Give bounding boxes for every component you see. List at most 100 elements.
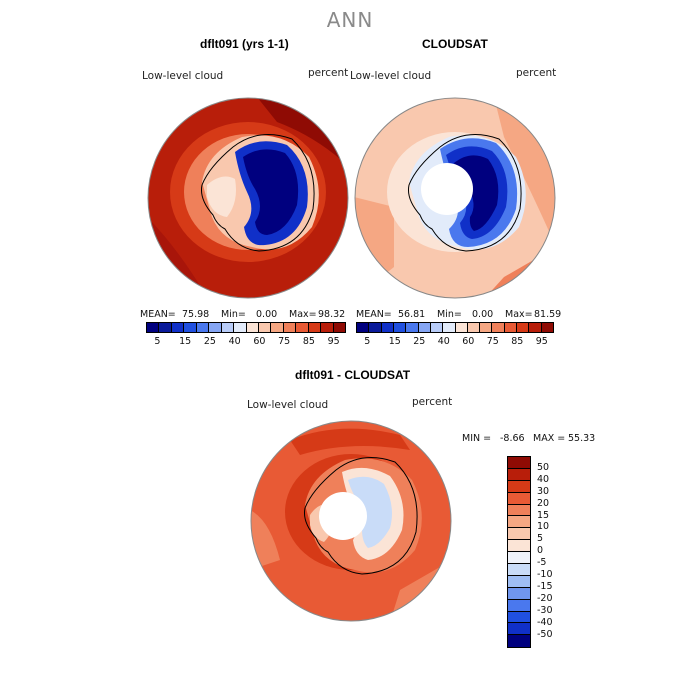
colorbar-swatch [321,323,334,332]
colorbar-tick-label: 40 [437,336,450,347]
model-variable-label: Low-level cloud [142,70,224,82]
colorbar-swatch [508,457,530,469]
colorbar-swatch [508,575,530,588]
colorbar-swatch [147,323,160,332]
obs-mean-label: MEAN= [356,309,392,320]
colorbar-tick-label: 95 [535,336,548,347]
colorbar-swatch [443,323,456,332]
colorbar-tick-label: -5 [537,557,547,569]
colorbar-swatch [196,323,210,332]
obs-min-value: 0.00 [472,309,494,320]
colorbar-swatch [430,323,444,332]
diff-max-label: MAX = [533,433,566,444]
diff-variable-label: Low-level cloud [247,399,329,411]
colorbar-tick-label: 30 [537,485,550,497]
colorbar-swatch [508,468,530,481]
obs-max-label: Max= [505,309,533,320]
colorbar-swatch [508,492,530,505]
colorbar-tick-label: -30 [537,604,553,616]
colorbar-tick-label: 50 [537,461,550,473]
colorbar-tick-label: 40 [228,336,241,347]
colorbar-swatch [381,323,394,332]
colorbar-swatch [283,323,297,332]
colorbar-swatch [171,323,185,332]
colorbar-swatch [246,323,259,332]
model-mean-value: 75.98 [182,309,210,320]
colorbar-swatch [406,323,419,332]
colorbar-swatch [184,323,197,332]
colorbar-swatch [508,528,530,541]
colorbar-swatch [508,480,530,493]
model-units-label: percent [308,67,349,79]
obs-colorbar [356,322,554,333]
colorbar-tick-label: 5 [364,336,371,347]
obs-min-label: Min= [437,309,462,320]
model-min-value: 0.00 [256,309,278,320]
obs-variable-label: Low-level cloud [350,70,432,82]
colorbar-swatch [517,323,530,332]
colorbar-tick-label: 5 [154,336,161,347]
colorbar-tick-label: 85 [302,336,315,347]
colorbar-swatch [209,323,222,332]
colorbar-swatch [296,323,309,332]
colorbar-tick-label: 20 [537,497,550,509]
obs-map [354,97,556,299]
colorbar-swatch [369,323,382,332]
colorbar-swatch [467,323,481,332]
colorbar-swatch [504,323,518,332]
model-colorbar [146,322,346,333]
colorbar-swatch [508,516,530,529]
colorbar-swatch [159,323,172,332]
colorbar-tick-label: 40 [537,473,550,485]
model-mean-label: MEAN= [140,309,176,320]
diff-panel-title: dflt091 - CLOUDSAT [295,368,411,382]
colorbar-tick-label: 60 [462,336,475,347]
colorbar-swatch [308,323,322,332]
colorbar-tick-label: -40 [537,616,553,628]
diff-units-label: percent [412,396,453,408]
colorbar-tick-label: -10 [537,569,553,580]
colorbar-swatch [418,323,431,332]
colorbar-swatch [508,564,530,576]
colorbar-swatch [271,323,284,332]
colorbar-tick-label: 0 [537,545,544,557]
colorbar-tick-label: 60 [253,336,266,347]
page-title: ANN [326,8,374,32]
colorbar-swatch [508,504,530,517]
colorbar-tick-label: -20 [537,592,553,604]
colorbar-swatch [333,323,345,332]
obs-max-value: 81.59 [534,309,562,320]
colorbar-swatch [541,323,553,332]
diff-max-value: 55.33 [568,433,596,444]
colorbar-swatch [258,323,272,332]
colorbar-swatch [508,623,530,636]
colorbar-tick-label: 25 [203,336,216,347]
colorbar-swatch [357,323,370,332]
colorbar-swatch [455,323,468,332]
colorbar-swatch [221,323,235,332]
obs-mean-value: 56.81 [398,309,426,320]
colorbar-swatch [508,635,530,648]
diff-colorbar [507,456,531,649]
model-panel-title: dflt091 (yrs 1-1) [200,37,289,51]
colorbar-swatch [529,323,542,332]
model-min-label: Min= [221,309,246,320]
obs-units-label: percent [516,67,557,79]
model-max-label: Max= [289,309,317,320]
colorbar-swatch [234,323,247,332]
colorbar-swatch [393,323,407,332]
colorbar-tick-label: -50 [537,628,553,640]
colorbar-tick-label: 15 [179,336,192,347]
colorbar-tick-label: 10 [537,521,550,533]
model-map [147,97,349,299]
colorbar-tick-label: -15 [537,580,553,592]
colorbar-swatch [492,323,505,332]
colorbar-swatch [480,323,493,332]
obs-panel-title: CLOUDSAT [422,37,488,51]
colorbar-swatch [508,587,530,600]
diff-map [250,420,452,622]
colorbar-tick-label: 75 [486,336,499,347]
colorbar-tick-label: 85 [511,336,524,347]
colorbar-tick-label: 95 [327,336,340,347]
colorbar-swatch [508,552,530,565]
